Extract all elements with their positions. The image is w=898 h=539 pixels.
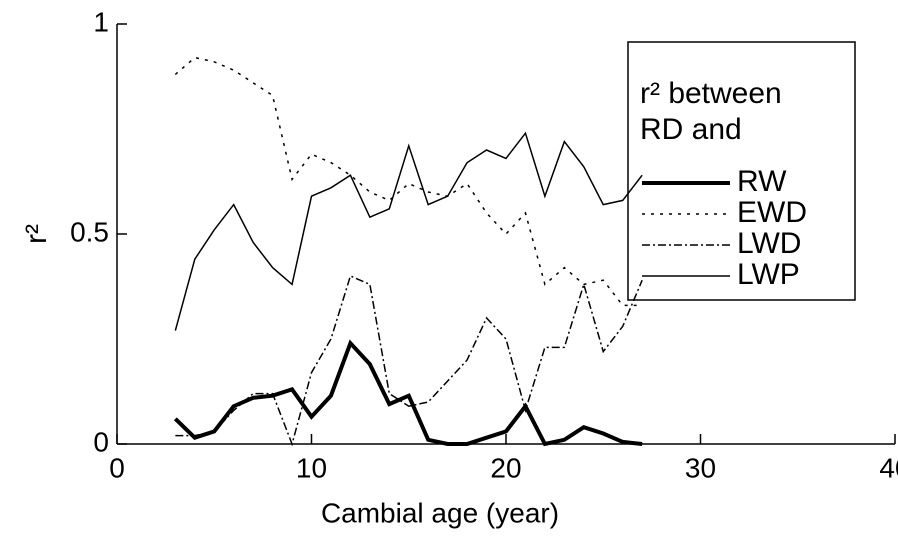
y-tick-label: 1 <box>93 6 109 37</box>
legend-label: RW <box>737 165 787 198</box>
x-tick-label: 30 <box>685 452 716 483</box>
legend-label: LWP <box>737 258 800 291</box>
y-axis-title: r² <box>20 224 53 244</box>
y-tick-label: 0.5 <box>70 216 109 247</box>
x-tick-label: 0 <box>109 452 125 483</box>
x-axis-title: Cambial age (year) <box>321 497 559 528</box>
series-line <box>174 131 643 331</box>
legend-label: LWD <box>737 227 801 260</box>
legend-title: RD and <box>640 113 742 146</box>
x-tick-label: 20 <box>490 452 521 483</box>
series-line <box>174 56 643 307</box>
legend-label: EWD <box>737 196 807 229</box>
legend-title: r² between <box>640 77 782 110</box>
series-line <box>173 339 643 447</box>
y-tick-label: 0 <box>93 426 109 457</box>
legend-box <box>627 41 856 301</box>
series-line <box>175 274 643 447</box>
x-tick-label: 40 <box>879 452 898 483</box>
x-tick-label: 10 <box>296 452 327 483</box>
